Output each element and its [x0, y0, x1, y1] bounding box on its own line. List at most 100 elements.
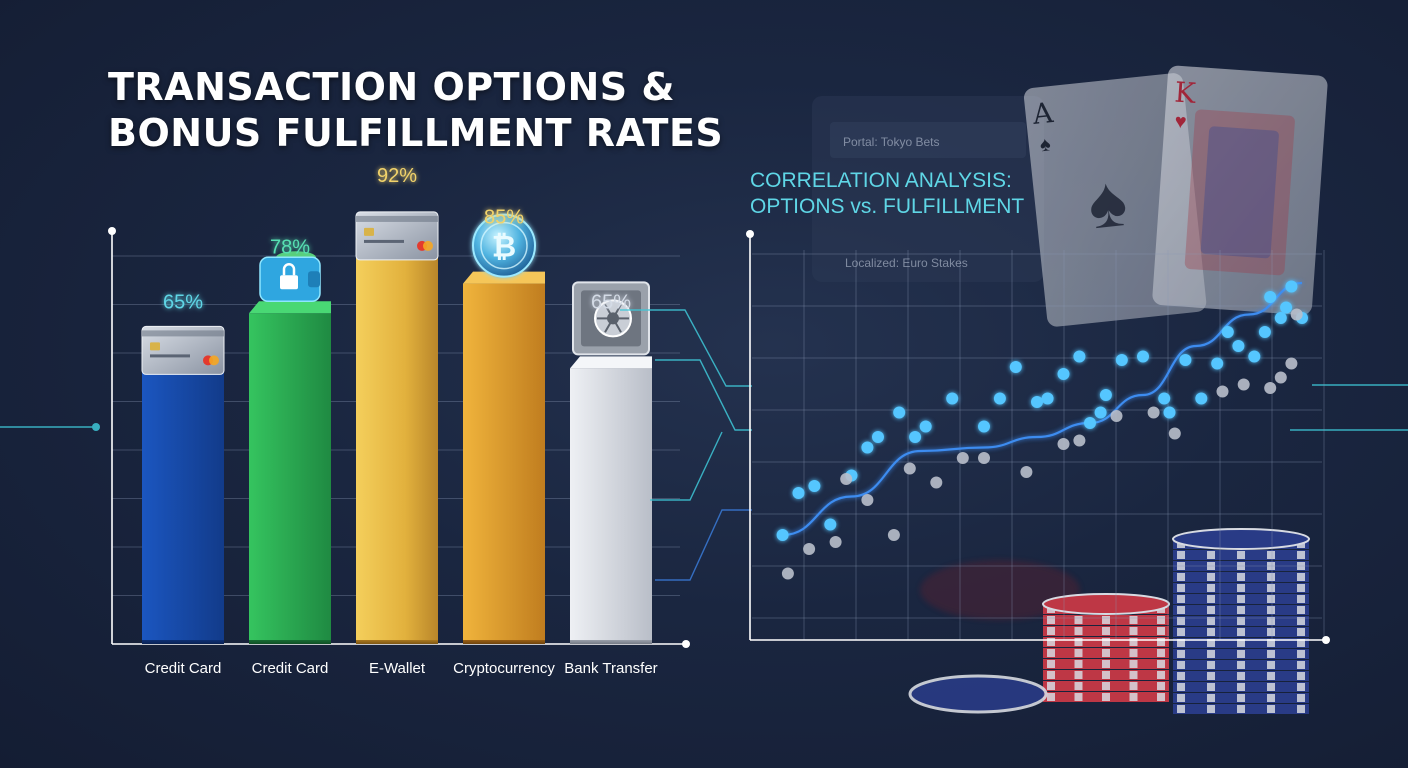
scatter-point-grey: [1168, 427, 1181, 440]
left-connector-dot: [92, 423, 100, 431]
scatter-point-blue: [1221, 326, 1234, 338]
chip-stripe: [1102, 682, 1110, 690]
chip-stripe: [1267, 606, 1275, 614]
scatter-point-grey: [803, 543, 816, 555]
chip-stripe: [1157, 638, 1165, 646]
chip-stripe: [1267, 672, 1275, 680]
chart-title: TRANSACTION OPTIONS & BONUS FULFILLMENT …: [108, 64, 748, 156]
chip-stripe: [1207, 606, 1215, 614]
bar-icons: ₿: [141, 211, 650, 375]
chip-top: [1172, 528, 1310, 550]
chip-stripe: [1074, 693, 1083, 701]
safe-vault-icon: [572, 281, 650, 356]
scatter-point-blue: [1115, 354, 1128, 366]
scatter-point-blue: [1285, 280, 1298, 293]
scatter-title-text: CORRELATION ANALYSIS: OPTIONS vs. FULFIL…: [750, 169, 1025, 218]
chip-stripe: [1267, 584, 1275, 592]
chip-stripe: [1129, 660, 1138, 668]
chip-stripe: [1177, 639, 1185, 647]
scatter-chart: [746, 230, 1330, 644]
scatter-point-blue: [893, 406, 906, 419]
scatter-point-blue: [1041, 392, 1054, 405]
chip-stripe: [1157, 671, 1165, 679]
bar-category-label: Bank Transfer: [564, 660, 657, 677]
chip-stripe: [1177, 650, 1185, 658]
chip-stripe: [1157, 616, 1165, 624]
chip-stripe: [1047, 638, 1055, 646]
chip-stripe: [1237, 694, 1245, 702]
chip-stripe: [1047, 682, 1055, 690]
svg-text:₿: ₿: [492, 230, 516, 265]
chip-stripe: [1237, 562, 1245, 570]
portal-label: Portal: Tokyo Bets: [843, 135, 940, 149]
flat-chip: [908, 674, 1048, 714]
scatter-point-blue: [1264, 291, 1277, 303]
scatter-point-blue: [808, 480, 821, 492]
chip-stripe: [1297, 562, 1305, 570]
scatter-point-grey: [930, 476, 943, 489]
chip-stack: [1172, 528, 1310, 714]
scatter-point-blue: [993, 392, 1006, 405]
chip-stripe: [1297, 551, 1305, 559]
chip-stripe: [1102, 638, 1110, 646]
scatter-point-blue: [909, 431, 922, 443]
bitcoin-icon: ₿: [472, 213, 536, 278]
chip-stripe: [1157, 660, 1165, 668]
scatter-title: CORRELATION ANALYSIS: OPTIONS vs. FULFIL…: [750, 168, 1050, 220]
scatter-point-grey: [1274, 371, 1287, 384]
scatter-point-grey: [1290, 308, 1303, 321]
scatter-point-blue: [1084, 417, 1096, 429]
scatter-point-blue: [1094, 406, 1107, 419]
bar-front: [142, 368, 224, 644]
chip-stripe: [1207, 573, 1215, 581]
chip-stripe: [1297, 661, 1305, 669]
chip-stripe: [1177, 595, 1185, 603]
chip-stripe: [1177, 661, 1185, 669]
chip-stripe: [1267, 595, 1275, 603]
chip-stripe: [1207, 705, 1215, 713]
chip-stripe: [1177, 551, 1185, 559]
x-axis-end-dot: [682, 640, 690, 648]
scatter-point-blue: [1195, 392, 1208, 405]
bar-base-shade: [570, 640, 652, 644]
chip-stripe: [1207, 617, 1215, 625]
chip-stripe: [1157, 627, 1165, 635]
bar-base-shade: [249, 640, 331, 644]
chip-stripe: [1237, 639, 1245, 647]
chip-stripe: [1074, 682, 1083, 690]
chip-stripe: [1207, 650, 1215, 658]
scatter-point-blue: [1274, 312, 1287, 324]
scatter-point-grey: [1264, 382, 1277, 394]
chip-stripe: [1157, 649, 1165, 657]
chip-stripe: [1047, 693, 1055, 701]
chip-stripe: [1177, 628, 1185, 636]
scatter-point-grey: [1110, 410, 1123, 422]
bar-category-label: Credit Card: [145, 660, 222, 677]
bar-value-label: 65%: [591, 291, 631, 313]
chip-stripe: [1129, 671, 1138, 679]
scatter-point-blue: [1280, 301, 1293, 314]
bar-3: [356, 241, 438, 645]
bar-front: [356, 253, 438, 645]
scatter-point-blue: [861, 441, 874, 454]
bar-front: [249, 313, 331, 644]
localized-label: Localized: Euro Stakes: [845, 256, 968, 270]
chip-stripe: [1177, 683, 1185, 691]
credit-card-icon: [141, 325, 225, 375]
chip-stripe: [1297, 584, 1305, 592]
bar-top-face: [249, 301, 331, 314]
chip-stripe: [1047, 627, 1055, 635]
card-ace-suit: ♠: [1084, 161, 1130, 245]
scatter-point-blue: [1099, 389, 1112, 401]
chip-stripe: [1237, 661, 1245, 669]
bar-category-label: Cryptocurrency: [453, 660, 555, 677]
bar-value-label: 65%: [163, 291, 203, 313]
card-king-rank: K: [1174, 76, 1198, 110]
chip-stripe: [1207, 562, 1215, 570]
chip-stripe: [1129, 638, 1138, 646]
scatter-y-axis-end-dot: [746, 230, 754, 238]
bar-base-shade: [356, 640, 438, 644]
bar-category-label: Credit Card: [252, 660, 329, 677]
scatter-point-blue: [872, 431, 884, 443]
